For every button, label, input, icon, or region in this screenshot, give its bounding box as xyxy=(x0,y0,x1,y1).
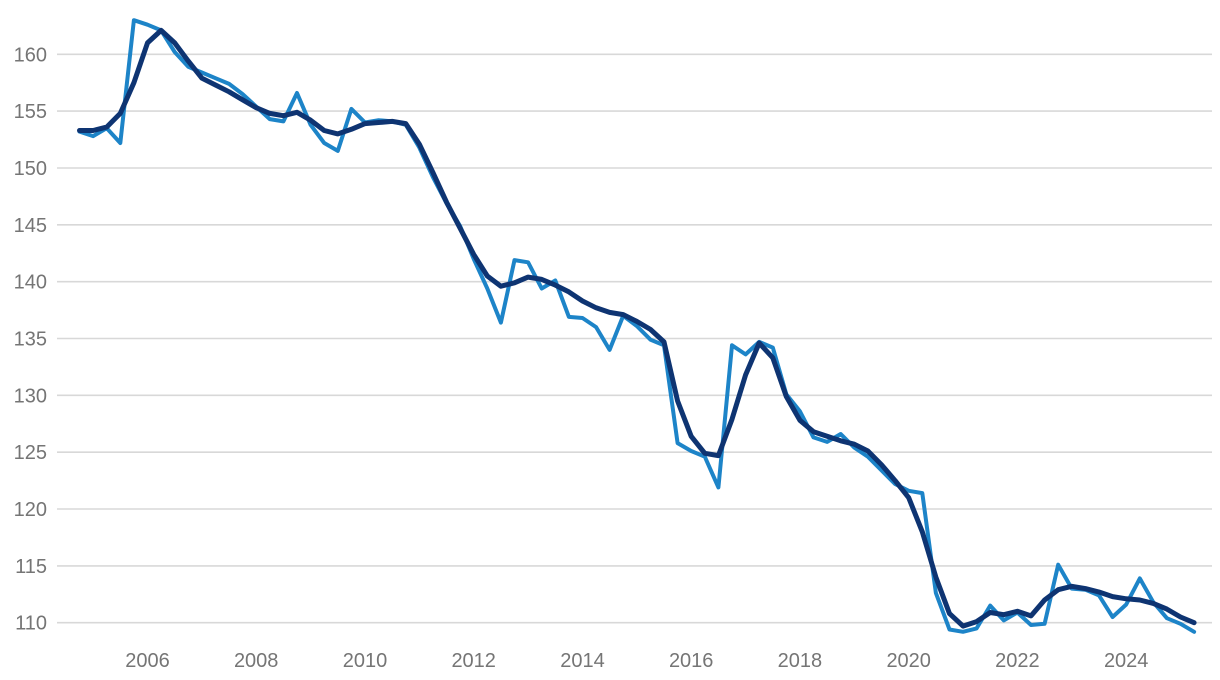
x-tick-label: 2020 xyxy=(886,650,931,672)
x-tick-label: 2008 xyxy=(234,650,279,672)
y-tick-label: 130 xyxy=(14,385,47,407)
y-tick-label: 135 xyxy=(14,329,47,351)
y-tick-label: 140 xyxy=(14,272,47,294)
x-tick-label: 2006 xyxy=(125,650,170,672)
y-tick-label: 115 xyxy=(15,556,47,578)
x-tick-label: 2014 xyxy=(560,650,605,672)
y-tick-label: 155 xyxy=(14,101,47,123)
x-tick-label: 2012 xyxy=(451,650,496,672)
y-tick-label: 110 xyxy=(15,613,47,635)
series-smoothed-trend-line xyxy=(77,27,1197,629)
x-tick-label: 2024 xyxy=(1104,650,1149,672)
y-tick-label: 120 xyxy=(14,499,47,521)
y-tick-label: 125 xyxy=(14,442,47,464)
x-tick-label: 2016 xyxy=(669,650,714,672)
y-tick-label: 160 xyxy=(14,44,47,66)
y-tick-label: 150 xyxy=(14,158,47,180)
series-quarterly-index-line xyxy=(77,18,1197,634)
x-tick-label: 2018 xyxy=(778,650,823,672)
x-tick-label: 2022 xyxy=(995,650,1040,672)
y-tick-label: 145 xyxy=(14,215,47,237)
x-tick-label: 2010 xyxy=(343,650,388,672)
